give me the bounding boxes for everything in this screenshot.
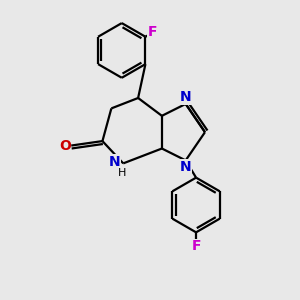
Text: N: N — [180, 90, 191, 104]
Text: N: N — [109, 155, 120, 169]
Text: O: O — [59, 139, 70, 152]
Text: H: H — [118, 168, 126, 178]
Text: F: F — [191, 239, 201, 253]
Text: N: N — [180, 160, 191, 174]
Text: F: F — [147, 25, 157, 39]
